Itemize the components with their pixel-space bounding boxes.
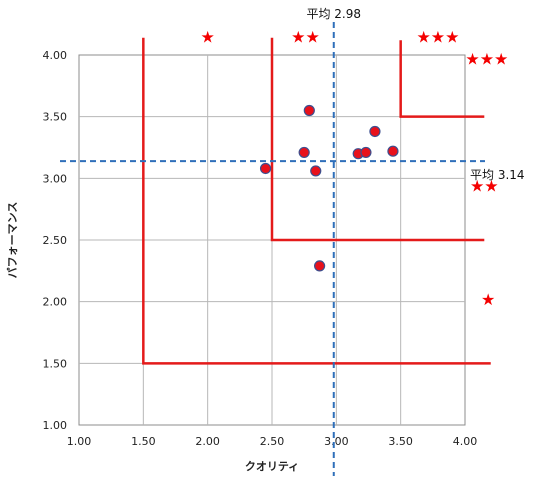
x-average-label: 平均 2.98 [306, 7, 361, 21]
y-average-label: 平均 3.14 [470, 168, 525, 182]
y-tick-label: 1.00 [43, 419, 68, 432]
star-rating-label: ★★★ [416, 28, 459, 47]
data-point [360, 146, 372, 159]
zone-boundary [399, 40, 485, 118]
y-axis-label: パフォーマンス [6, 202, 19, 279]
y-tick-label: 3.50 [43, 111, 68, 124]
data-point [314, 260, 326, 272]
data-point [298, 146, 310, 159]
x-axis-label: クオリティ [245, 460, 299, 473]
data-point [369, 125, 381, 138]
x-tick-label: 2.00 [195, 435, 220, 448]
x-tick-labels: 1.00 1.50 2.00 2.50 3.00 3.50 4.00 [67, 435, 478, 448]
y-tick-label: 1.50 [43, 357, 68, 370]
x-tick-label: 2.50 [260, 435, 285, 448]
y-tick-label: 3.00 [43, 172, 68, 185]
y-tick-label: 2.50 [43, 234, 68, 247]
data-point [387, 145, 399, 157]
data-points [259, 104, 399, 272]
data-point [259, 162, 272, 175]
data-point [303, 104, 315, 117]
zone-boundary [270, 37, 485, 242]
average-lines [60, 22, 485, 476]
y-tick-label: 4.00 [43, 49, 68, 62]
data-point [310, 165, 322, 177]
star-ratings: ★ ★★ ★★★★★★★★★ [200, 28, 508, 310]
y-tick-labels: 1.00 1.50 2.00 2.50 3.00 3.50 4.00 [43, 49, 68, 432]
x-tick-label: 1.00 [67, 435, 92, 448]
x-tick-label: 3.00 [324, 435, 349, 448]
y-tick-label: 2.00 [43, 296, 68, 309]
star-rating-label: ★★ [291, 28, 320, 47]
zone-boundary [142, 37, 491, 365]
x-tick-label: 1.50 [131, 435, 156, 448]
x-tick-label: 3.50 [388, 435, 413, 448]
rating-zones [142, 37, 491, 365]
x-tick-label: 4.00 [453, 435, 478, 448]
star-rating-label: ★★★ [465, 50, 508, 69]
star-rating-label: ★★ [470, 177, 499, 196]
star-rating-label: ★ [481, 290, 495, 309]
star-rating-label: ★ [200, 28, 214, 47]
